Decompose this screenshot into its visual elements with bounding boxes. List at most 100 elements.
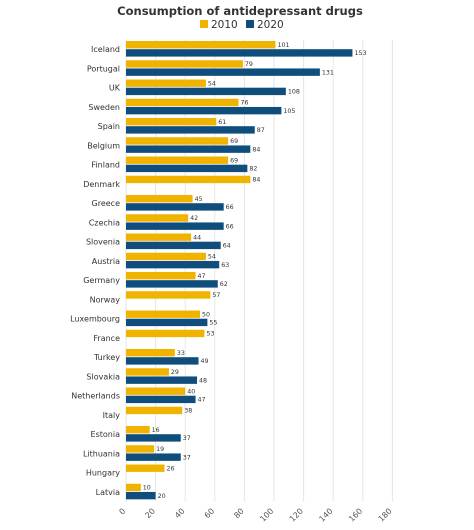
bar-2010-austria	[126, 252, 206, 261]
data-label: 10	[143, 485, 151, 492]
bar-2020-estonia	[126, 434, 181, 442]
category-label: Belgium	[87, 141, 120, 150]
x-tick-label: 0	[117, 507, 127, 517]
data-label: 66	[226, 223, 234, 230]
bar-2020-sweden	[126, 106, 282, 115]
bar-2020-slovenia	[126, 241, 221, 250]
data-label: 57	[212, 292, 220, 299]
bar-2010-hungary	[126, 464, 165, 472]
data-label: 50	[202, 311, 210, 318]
bar-2010-italy	[126, 406, 183, 415]
labels: Iceland 101 153 Portugal 79 131 UK 54 108 Sweden 7…	[70, 42, 366, 500]
data-label: 84	[252, 177, 260, 184]
category-label: Spain	[98, 122, 120, 131]
bar-2010-denmark	[126, 175, 251, 184]
category-label: Sweden	[88, 103, 120, 112]
bar-2010-czechia	[126, 214, 189, 222]
bar-2020-czechia	[126, 222, 224, 230]
data-label: 84	[252, 146, 260, 153]
data-label: 153	[354, 50, 366, 57]
bar-2010-turkey	[126, 349, 175, 357]
category-label: Czechia	[89, 218, 120, 227]
data-label: 49	[201, 358, 209, 365]
bar-2020-luxembourg	[126, 318, 208, 327]
data-label: 69	[230, 138, 238, 145]
x-tick-label: 80	[232, 507, 246, 521]
bar-2010-uk	[126, 79, 206, 87]
data-label: 26	[166, 465, 174, 472]
category-label: Finland	[91, 161, 120, 170]
x-tick-label: 100	[258, 507, 275, 524]
data-label: 79	[245, 61, 253, 68]
data-label: 105	[283, 108, 295, 115]
category-label: Germany	[83, 276, 120, 285]
category-label: Latvia	[96, 488, 120, 497]
category-label: Portugal	[87, 64, 120, 73]
bar-2010-slovenia	[126, 233, 192, 241]
bar-2010-norway	[126, 291, 211, 299]
bar-2010-belgium	[126, 137, 229, 145]
bar-2010-sweden	[126, 98, 239, 107]
data-label: 29	[171, 369, 179, 376]
x-tick-label: 40	[173, 507, 187, 521]
data-label: 16	[152, 427, 160, 434]
legend-swatch-2010	[200, 20, 208, 28]
x-tick-label: 160	[347, 507, 364, 524]
category-label: Netherlands	[71, 392, 120, 401]
category-label: Slovenia	[86, 238, 120, 247]
bar-2010-estonia	[126, 426, 150, 434]
data-label: 19	[156, 446, 164, 453]
bar-2020-netherlands	[126, 395, 196, 404]
bar-2020-lithuania	[126, 453, 181, 461]
category-label: Lithuania	[83, 449, 120, 458]
bar-2010-portugal	[126, 60, 243, 68]
bar-2010-germany	[126, 272, 196, 280]
category-label: Italy	[103, 411, 121, 420]
bars	[126, 41, 353, 500]
data-label: 37	[183, 435, 191, 442]
category-label: Slovakia	[86, 372, 120, 381]
data-label: 47	[198, 273, 206, 280]
bar-2010-slovakia	[126, 368, 169, 376]
category-label: Iceland	[91, 45, 120, 54]
bar-2020-belgium	[126, 145, 251, 153]
data-label: 64	[223, 243, 231, 250]
bar-2010-luxembourg	[126, 310, 200, 318]
category-label: Norway	[90, 295, 121, 304]
data-label: 63	[221, 262, 229, 269]
data-label: 48	[199, 377, 207, 384]
data-label: 38	[184, 408, 192, 415]
category-label: Hungary	[86, 469, 120, 478]
category-label: UK	[109, 84, 121, 93]
data-label: 108	[288, 89, 300, 96]
data-label: 53	[206, 331, 214, 338]
data-label: 37	[183, 454, 191, 461]
data-label: 54	[208, 254, 216, 261]
legend-swatch-2020	[246, 20, 254, 28]
data-label: 33	[177, 350, 185, 357]
data-label: 54	[208, 80, 216, 87]
bar-2020-germany	[126, 280, 218, 288]
x-tick-label: 120	[288, 507, 305, 524]
legend-label-2020: 2020	[257, 19, 284, 31]
data-label: 62	[220, 281, 228, 288]
x-tick-label: 60	[203, 507, 217, 521]
data-label: 61	[218, 119, 226, 126]
bar-2020-austria	[126, 260, 220, 269]
bar-2020-portugal	[126, 68, 320, 76]
data-label: 101	[277, 42, 289, 49]
bar-2010-france	[126, 329, 205, 338]
data-label: 45	[195, 196, 203, 203]
category-label: Greece	[92, 199, 121, 208]
data-label: 76	[240, 100, 248, 107]
bar-2020-latvia	[126, 491, 156, 500]
category-label: France	[93, 334, 120, 343]
bar-2010-iceland	[126, 41, 276, 49]
bar-2020-finland	[126, 164, 248, 173]
bar-2020-uk	[126, 87, 286, 96]
data-label: 69	[230, 157, 238, 164]
data-label: 40	[187, 388, 195, 395]
bar-2010-finland	[126, 156, 229, 164]
bar-2020-spain	[126, 126, 255, 134]
gridlines	[125, 39, 393, 502]
